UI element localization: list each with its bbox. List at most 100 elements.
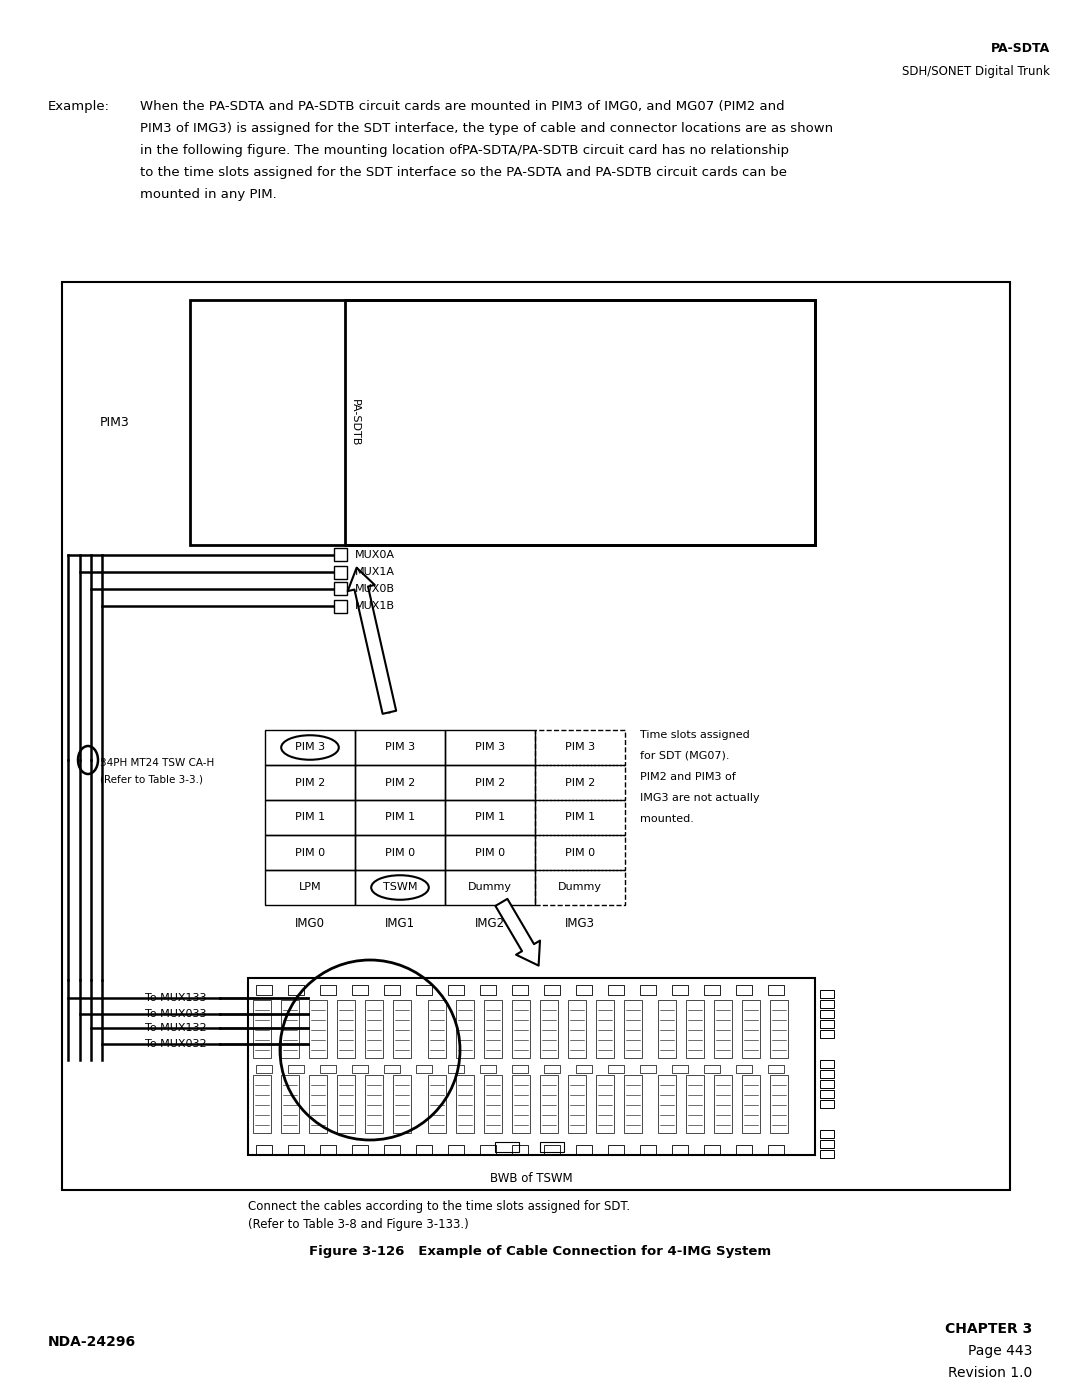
Text: Example:: Example: [48, 101, 110, 113]
Text: BWB of TSWM: BWB of TSWM [489, 1172, 572, 1185]
Bar [309, 1000, 327, 1058]
Text: PIM 2: PIM 2 [384, 778, 415, 788]
Bar [742, 1000, 760, 1058]
Text: To MUX132: To MUX132 [145, 1023, 206, 1032]
Bar [288, 985, 303, 995]
Text: mounted in any PIM.: mounted in any PIM. [140, 189, 276, 201]
Text: To MUX033: To MUX033 [145, 1009, 206, 1018]
Bar [576, 1065, 592, 1073]
Bar [535, 731, 625, 766]
Text: PIM 0: PIM 0 [565, 848, 595, 858]
Text: When the PA-SDTA and PA-SDTB circuit cards are mounted in PIM3 of IMG0, and MG07: When the PA-SDTA and PA-SDTB circuit car… [140, 101, 785, 113]
Text: PA-SDTA: PA-SDTA [990, 42, 1050, 54]
Bar [355, 766, 445, 800]
Text: MUX0A: MUX0A [355, 550, 395, 560]
Bar [768, 1065, 784, 1073]
Bar [540, 1076, 558, 1133]
Bar [576, 1146, 592, 1155]
Bar [820, 1070, 834, 1078]
Bar [512, 985, 528, 995]
Bar [820, 1099, 834, 1108]
Bar [495, 1141, 519, 1153]
Bar [416, 1146, 432, 1155]
Text: Connect the cables according to the time slots assigned for SDT.: Connect the cables according to the time… [248, 1200, 630, 1213]
Bar [352, 1146, 368, 1155]
Bar [704, 1146, 720, 1155]
Bar [248, 978, 815, 1155]
Bar [428, 1000, 446, 1058]
Bar [256, 985, 272, 995]
Bar [596, 1076, 615, 1133]
Bar [820, 1020, 834, 1028]
Bar [568, 1000, 586, 1058]
Bar [365, 1000, 383, 1058]
Bar [540, 1141, 564, 1153]
Bar [445, 766, 535, 800]
Bar [445, 835, 535, 870]
Bar [355, 731, 445, 766]
Bar [484, 1000, 502, 1058]
Text: PIM 1: PIM 1 [565, 813, 595, 823]
Bar [535, 800, 625, 835]
Bar [540, 1000, 558, 1058]
Text: IMG0: IMG0 [295, 916, 325, 930]
Bar [686, 1000, 704, 1058]
Text: PIM 3: PIM 3 [384, 742, 415, 753]
Bar [576, 985, 592, 995]
Bar [345, 300, 815, 545]
Bar [288, 1065, 303, 1073]
Bar [334, 549, 347, 562]
Text: SDH/SONET Digital Trunk: SDH/SONET Digital Trunk [902, 66, 1050, 78]
Bar [265, 835, 355, 870]
Bar [770, 1000, 788, 1058]
Bar [640, 1065, 656, 1073]
Bar [535, 766, 625, 800]
Text: MUX0B: MUX0B [355, 584, 395, 594]
Text: PIM 3: PIM 3 [295, 742, 325, 753]
Text: Page 443: Page 443 [968, 1344, 1032, 1358]
Text: LPM: LPM [299, 883, 322, 893]
Bar [672, 1065, 688, 1073]
Bar [334, 566, 347, 578]
Text: PIM3 of IMG3) is assigned for the SDT interface, the type of cable and connector: PIM3 of IMG3) is assigned for the SDT in… [140, 122, 833, 136]
Text: IMG1: IMG1 [384, 916, 415, 930]
Bar [704, 985, 720, 995]
Bar [544, 1065, 561, 1073]
Text: Figure 3-126   Example of Cable Connection for 4-IMG System: Figure 3-126 Example of Cable Connection… [309, 1245, 771, 1259]
Bar [768, 985, 784, 995]
Text: mounted.: mounted. [640, 814, 693, 824]
Text: MUX1A: MUX1A [355, 567, 395, 577]
Bar [448, 1065, 464, 1073]
Bar [820, 1010, 834, 1018]
Bar [535, 835, 625, 870]
Bar [265, 870, 355, 905]
Bar [742, 1076, 760, 1133]
Bar [352, 985, 368, 995]
Bar [320, 1065, 336, 1073]
Text: IMG2: IMG2 [475, 916, 505, 930]
Bar [445, 731, 535, 766]
Bar [512, 1146, 528, 1155]
Text: 34PH MT24 TSW CA-H: 34PH MT24 TSW CA-H [100, 759, 214, 768]
Bar [820, 1090, 834, 1098]
Bar [735, 1146, 752, 1155]
Text: Revision 1.0: Revision 1.0 [948, 1366, 1032, 1380]
Bar [352, 1065, 368, 1073]
Text: CHAPTER 3: CHAPTER 3 [945, 1322, 1032, 1336]
Bar [640, 985, 656, 995]
Text: PIM 2: PIM 2 [565, 778, 595, 788]
Bar [320, 985, 336, 995]
Bar [384, 985, 400, 995]
Bar [624, 1076, 642, 1133]
Bar [337, 1076, 355, 1133]
Bar [735, 1065, 752, 1073]
Bar [770, 1076, 788, 1133]
Bar [265, 766, 355, 800]
Text: PIM 2: PIM 2 [475, 778, 505, 788]
Bar [416, 1065, 432, 1073]
Bar [820, 1130, 834, 1139]
Bar [445, 870, 535, 905]
Bar [544, 1146, 561, 1155]
Text: MUX1B: MUX1B [355, 601, 395, 610]
Bar [686, 1076, 704, 1133]
